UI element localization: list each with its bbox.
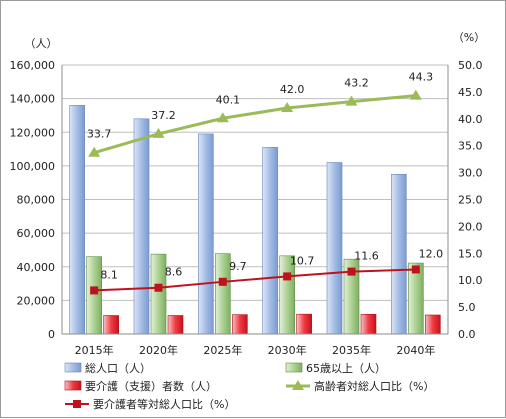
- triangle-marker: [409, 89, 422, 100]
- bar-1: [133, 118, 150, 335]
- y-left-tick-label: 40,000: [17, 261, 56, 274]
- triangle-marker: [152, 127, 165, 138]
- y-left-tick-label: 80,000: [17, 194, 56, 207]
- x-tick-label: 2030年: [268, 343, 307, 357]
- bar-2: [215, 253, 231, 335]
- y-right-tick-label: 30.0: [458, 167, 483, 180]
- legend-marker: [73, 400, 81, 408]
- bar-2: [86, 256, 102, 335]
- square-marker: [283, 272, 292, 281]
- data-label: 33.7: [87, 128, 112, 141]
- bar-2: [279, 255, 295, 335]
- x-tick-label: 2040年: [396, 343, 435, 357]
- square-marker: [411, 265, 420, 274]
- data-label: 43.2: [344, 77, 369, 90]
- legend-label: 要介護（支援）者数（人）: [85, 379, 217, 393]
- triangle-marker: [345, 95, 358, 106]
- y-right-tick-label: 15.0: [458, 247, 483, 260]
- series-line-1: [93, 94, 416, 155]
- lines: 33.7 37.2 40.1 42.0 43.2 44.3 8.1 8.6 9.7 10.7 11.…: [87, 71, 443, 295]
- x-tick-label: 2015年: [75, 343, 114, 357]
- y-right-tick-label: 5.0: [458, 301, 476, 314]
- legend-swatch: [285, 362, 303, 373]
- bar-3: [425, 314, 441, 335]
- y-right-tick-label: 50.0: [458, 59, 483, 72]
- series-line-2: [94, 268, 416, 292]
- y-left-tick-label: 100,000: [10, 160, 56, 173]
- legend-swatch: [64, 380, 82, 391]
- bar-3: [360, 314, 377, 335]
- bar-3: [167, 315, 184, 335]
- y-left-unit: （人）: [25, 37, 58, 50]
- y-right-tick-label: 25.0: [458, 194, 483, 207]
- bar-2: [408, 262, 424, 335]
- legend: 総人口（人） 65歳以上（人） 要介護（支援）者数（人） 高齢者対総人口比（%） 要介護…: [64, 361, 434, 411]
- bar-3: [103, 315, 119, 335]
- bar-1: [69, 105, 85, 335]
- data-label: 8.1: [100, 268, 118, 281]
- bar-2: [150, 253, 167, 335]
- triangle-marker: [281, 102, 294, 113]
- y-right-tick-label: 20.0: [458, 220, 483, 233]
- square-marker: [154, 283, 163, 292]
- data-label: 8.6: [165, 266, 183, 279]
- gridlines: [62, 64, 448, 335]
- bar-1: [198, 133, 214, 335]
- legend-label: 要介護者等対総人口比（%）: [93, 397, 235, 411]
- y-right-tick-label: 40.0: [458, 113, 483, 126]
- x-tick-label: 2035年: [332, 343, 371, 357]
- y-left-tick-label: 60,000: [17, 227, 56, 240]
- y-left-tick-label: 20,000: [17, 294, 56, 307]
- legend-label: 高齢者対総人口比（%）: [314, 379, 434, 393]
- data-label: 44.3: [409, 71, 434, 84]
- bar-3: [232, 314, 248, 335]
- y-right-tick-label: 35.0: [458, 140, 483, 153]
- data-label: 40.1: [216, 93, 241, 106]
- y-right-unit: （%）: [453, 31, 485, 44]
- legend-swatch: [64, 362, 82, 373]
- y-right-tick-label: 10.0: [458, 274, 483, 287]
- square-marker: [347, 267, 356, 276]
- y-left-tick-label: 160,000: [10, 59, 56, 72]
- data-label: 12.0: [419, 247, 444, 260]
- data-label: 37.2: [151, 109, 176, 122]
- triangle-marker: [216, 112, 229, 123]
- bar-1: [326, 162, 343, 335]
- data-label: 42.0: [280, 83, 305, 96]
- data-label: 11.6: [354, 250, 379, 263]
- y-left-tick-label: 120,000: [10, 126, 56, 139]
- bar-1: [391, 173, 407, 335]
- square-marker: [90, 286, 99, 295]
- data-label: 10.7: [290, 254, 315, 267]
- triangle-marker: [88, 146, 101, 157]
- y-left-tick-label: 0: [48, 328, 55, 341]
- y-left-tick-label: 140,000: [10, 93, 56, 106]
- square-marker: [218, 277, 227, 286]
- plot-border: [61, 65, 449, 335]
- bar-1: [262, 147, 278, 335]
- legend-marker: [292, 380, 304, 390]
- x-tick-label: 2025年: [203, 343, 242, 357]
- legend-label: 総人口（人）: [85, 361, 151, 375]
- data-label: 9.7: [229, 260, 247, 273]
- bars: [69, 105, 441, 335]
- legend-label: 65歳以上（人）: [306, 362, 386, 375]
- x-tick-label: 2020年: [139, 343, 178, 357]
- axes: 0 20,000 40,000 60,000 80,000 100,000 120,000 1…: [10, 31, 486, 357]
- y-right-tick-label: 0.0: [458, 328, 476, 341]
- y-right-tick-label: 45.0: [458, 86, 483, 99]
- bar-3: [296, 313, 312, 335]
